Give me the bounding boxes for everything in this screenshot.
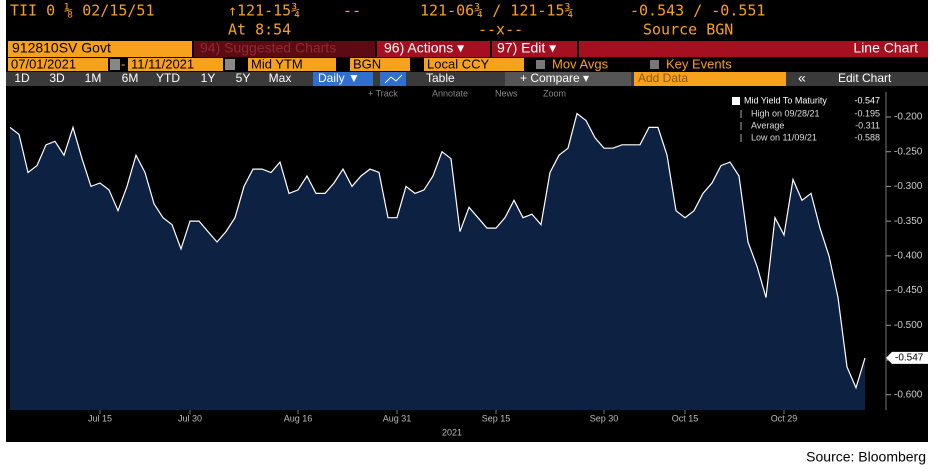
calendar-icon [110, 59, 120, 70]
tool-button[interactable]: Annotate [432, 88, 468, 98]
mov-avgs-check[interactable] [536, 60, 545, 69]
mov-avgs[interactable]: Mov Avgs [552, 56, 609, 71]
yield: -0.543 / -0.551 [630, 2, 765, 20]
y-tick-label: -0.450 [894, 285, 923, 296]
x-tick-label: Aug 16 [284, 413, 313, 423]
edit-chart[interactable]: Edit Chart [838, 71, 892, 85]
compare[interactable]: + Compare ▾ [520, 71, 589, 85]
currency-box[interactable] [424, 58, 524, 71]
period-button[interactable]: 6M [122, 71, 139, 85]
y-tick-label: -0.300 [894, 181, 923, 192]
y-tick-label: -0.200 [894, 112, 923, 123]
legend-name[interactable]: Mid Yield To Maturity [744, 95, 827, 105]
tool-button[interactable]: Zoom [543, 88, 566, 98]
actions-button[interactable] [377, 41, 490, 57]
legend-box [728, 93, 882, 147]
edit-button[interactable] [492, 41, 577, 57]
date-dash: - [121, 56, 125, 71]
line [9, 112, 866, 390]
end-date[interactable]: 11/11/2021 [131, 56, 194, 71]
key-events[interactable]: Key Events [666, 56, 732, 71]
y-tick-label: -0.600 [894, 389, 923, 400]
start-date-box[interactable] [8, 58, 108, 71]
ticker-field[interactable] [8, 41, 192, 57]
stat-value: -0.195 [854, 108, 880, 118]
y-tick-label: -0.350 [894, 216, 923, 227]
last-value-label: -0.547 [895, 353, 924, 364]
legend-last: -0.547 [854, 95, 880, 105]
table-button[interactable]: Table [426, 71, 455, 85]
view-bar [579, 41, 928, 57]
period-button[interactable]: 1D [14, 71, 30, 85]
last-value-tag [886, 351, 928, 364]
bid-ask: 121-06¾ / 121-15¾ [420, 2, 574, 20]
size: --x-- [478, 21, 523, 39]
actions[interactable]: 96) Actions ▾ [384, 40, 464, 56]
suggested-button[interactable] [194, 41, 375, 57]
y-tick-label: -0.250 [894, 146, 923, 157]
tool-button[interactable]: + Track [368, 88, 398, 98]
period-button[interactable]: 1M [85, 71, 102, 85]
source-credit: Source: Bloomberg [806, 449, 926, 465]
area [10, 113, 865, 410]
field-box[interactable] [248, 58, 336, 71]
compare-box[interactable] [505, 72, 631, 86]
stat-label: High on 09/28/21 [751, 108, 820, 118]
end-date-box[interactable] [128, 58, 223, 71]
collapse[interactable]: « [798, 70, 806, 86]
x-tick-label: Jul 15 [88, 413, 112, 423]
period-button[interactable]: 1Y [201, 71, 216, 85]
y-tick-label: -0.400 [894, 251, 923, 262]
stat-label: Average [751, 120, 784, 130]
x-tick-label: Sep 15 [482, 413, 511, 423]
period-bar [6, 72, 928, 86]
ticker[interactable]: 912810SV Govt [12, 40, 111, 56]
frequency-button[interactable] [313, 72, 373, 86]
period-button[interactable]: YTD [156, 71, 180, 85]
change: -- [343, 2, 361, 20]
tool-button[interactable]: News [495, 88, 518, 98]
key-events-check[interactable] [650, 60, 659, 69]
x-tick-label: Sep 30 [590, 413, 619, 423]
source-field[interactable]: BGN [353, 56, 381, 71]
view-title: Line Chart [853, 40, 918, 56]
x-tick-label: Oct 15 [672, 413, 699, 423]
y-tick-label: -0.500 [894, 320, 923, 331]
edit[interactable]: 97) Edit ▾ [497, 40, 556, 56]
x-axis-label: 2021 [442, 427, 462, 437]
x-tick-label: Jul 30 [178, 413, 202, 423]
legend-swatch [732, 97, 740, 105]
x-tick-label: Aug 31 [383, 413, 412, 423]
frequency[interactable]: Daily ▼ [318, 71, 360, 85]
calendar-icon [225, 59, 235, 70]
time: At 8:54 [228, 21, 291, 39]
stat-value: -0.311 [855, 120, 880, 130]
add-data[interactable]: Add Data [638, 71, 688, 85]
suggested-charts[interactable]: 94) Suggested Charts [200, 40, 336, 56]
field[interactable]: Mid YTM [251, 56, 303, 71]
start-date[interactable]: 07/01/2021 [11, 56, 76, 71]
currency[interactable]: Local CCY [427, 56, 489, 71]
price: ↑121-15¾ [228, 2, 300, 20]
stat-label: Low on 11/09/21 [751, 132, 817, 142]
period-button[interactable]: 5Y [236, 71, 251, 85]
source-field-box[interactable] [350, 58, 410, 71]
period-button[interactable]: 3D [49, 71, 65, 85]
source: Source BGN [643, 21, 733, 39]
stat-value: -0.588 [854, 132, 880, 142]
x-tick-label: Oct 29 [771, 413, 798, 423]
chart-icon-line [384, 74, 403, 84]
add-data-box[interactable] [634, 72, 786, 86]
security: TII 0 ⅛ 02/15/51 [10, 2, 155, 20]
period-button[interactable]: Max [269, 71, 292, 85]
